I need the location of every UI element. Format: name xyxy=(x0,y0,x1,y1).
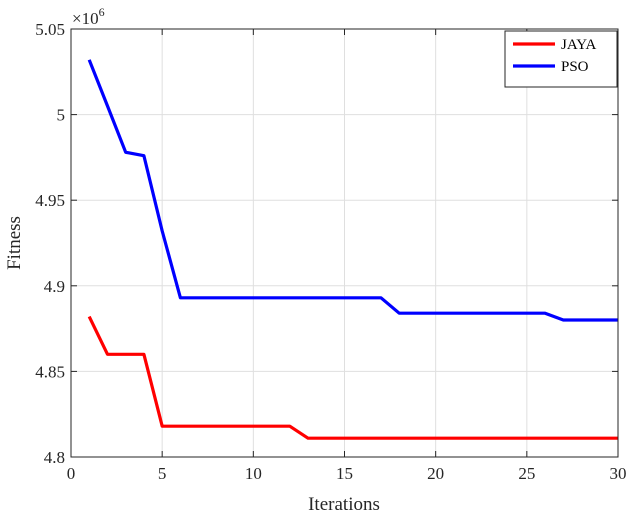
legend-label-jaya: JAYA xyxy=(561,37,596,53)
y-multiplier-exponent: 6 xyxy=(99,5,105,19)
y-multiplier-base: ×10 xyxy=(72,9,99,28)
x-tick-label: 20 xyxy=(427,464,444,483)
x-tick-label: 0 xyxy=(67,464,76,483)
x-tick-label: 25 xyxy=(518,464,535,483)
series-line-pso xyxy=(87,59,618,322)
x-tick-label: 15 xyxy=(336,464,353,483)
y-multiplier-label: ×106 xyxy=(72,5,105,28)
series-layer xyxy=(87,59,618,440)
legend-label-pso: PSO xyxy=(561,59,589,75)
x-axis-label: Iterations xyxy=(308,494,380,515)
x-tick-label: 5 xyxy=(158,464,167,483)
y-axis-label: Fitness xyxy=(4,216,25,270)
series-line-jaya xyxy=(87,315,618,440)
y-tick-labels: 4.8 4.85 4.9 4.95 5 5.05 xyxy=(35,20,65,467)
y-tick-label: 4.95 xyxy=(35,191,65,210)
x-tick-label: 10 xyxy=(245,464,262,483)
y-tick-label: 4.85 xyxy=(35,362,65,381)
y-tick-label: 4.8 xyxy=(44,448,65,467)
legend-box xyxy=(504,30,618,88)
y-tick-label: 5 xyxy=(57,106,66,125)
tick-marks xyxy=(70,28,619,458)
x-tick-label: 30 xyxy=(610,464,627,483)
y-tick-label: 4.9 xyxy=(44,277,65,296)
y-tick-label: 5.05 xyxy=(35,20,65,39)
x-tick-labels: 0 5 10 15 20 25 30 xyxy=(67,464,627,483)
legend: JAYA PSO xyxy=(504,30,618,88)
